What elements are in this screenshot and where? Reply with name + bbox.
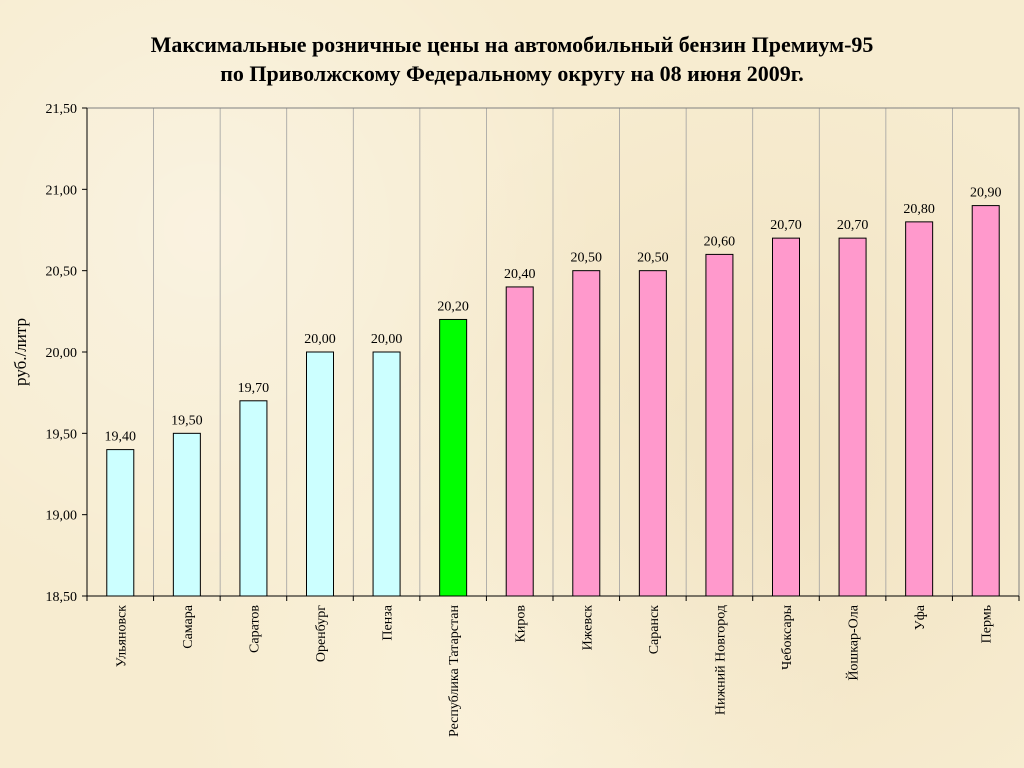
x-tick-labels: Ульяновск Самара Саратов Оренбург Пенза Респу… [114,604,994,737]
data-labels: 19,40 19,50 19,70 20,00 20,00 20,20 20,40 20,50… [105,186,1002,445]
y-tick-label: 20,00 [46,346,78,361]
x-tick-label: Пермь [980,605,995,643]
axes [82,107,1020,601]
x-tick-label: Уфа [913,604,928,630]
bar [971,205,1000,597]
x-tick-label: Нижний Новгород [713,605,728,715]
bar [439,318,468,597]
data-label: 19,50 [171,413,203,428]
bar [838,237,867,597]
data-label: 20,80 [903,202,935,217]
grid-lines [153,108,953,596]
data-label: 19,40 [105,430,137,445]
bar [505,286,534,597]
bar [306,351,334,597]
data-label: 19,70 [238,381,270,396]
data-label: 20,60 [704,234,736,249]
bar [638,270,667,597]
bar [172,432,201,597]
chart-title-line-1: Максимальные розничные цены на автомобил… [150,32,874,57]
y-tick-label: 19,50 [46,427,78,442]
x-tick-label: Йошкар-Ола [845,604,862,680]
y-tick-label: 19,00 [46,509,78,524]
data-label: 20,50 [571,251,603,266]
y-tick-label: 21,50 [46,102,78,117]
data-label: 20,70 [770,218,802,233]
y-tick-label: 18,50 [46,590,78,605]
bar [905,221,934,597]
x-tick-label: Саратов [247,605,262,653]
data-label: 20,50 [637,251,669,266]
data-label: 20,70 [837,218,869,233]
bar [772,237,800,597]
bar [705,253,734,597]
data-label: 20,90 [970,186,1002,201]
x-tick-label: Республика Татарстан [447,604,462,737]
bars [106,205,1000,597]
x-tick-label: Пенза [381,604,396,640]
data-label: 20,40 [504,267,536,282]
bar [106,449,135,597]
chart-title-line-2: по Приволжскому Федеральному округу на 0… [220,61,804,86]
x-tick-label: Ульяновск [114,605,129,667]
bar [372,351,401,597]
x-tick-label: Киров [514,605,529,643]
x-tick-label: Оренбург [314,605,329,662]
y-tick-label: 20,50 [46,265,78,280]
x-tick-label: Самара [181,604,196,649]
x-tick-label: Чебоксары [780,604,795,669]
data-label: 20,00 [304,332,336,347]
chart-title: Максимальные розничные цены на автомобил… [0,30,1024,88]
bar [239,400,268,597]
data-label: 20,00 [371,332,403,347]
y-tick-label: 21,00 [46,183,78,198]
y-tick-labels: 21,50 21,00 20,50 20,00 19,50 19,00 18,50 [46,102,78,605]
x-tick-label: Саранск [647,605,662,654]
x-tick-label: Ижевск [580,605,595,651]
data-label: 20,20 [437,299,469,314]
bar [572,270,601,597]
